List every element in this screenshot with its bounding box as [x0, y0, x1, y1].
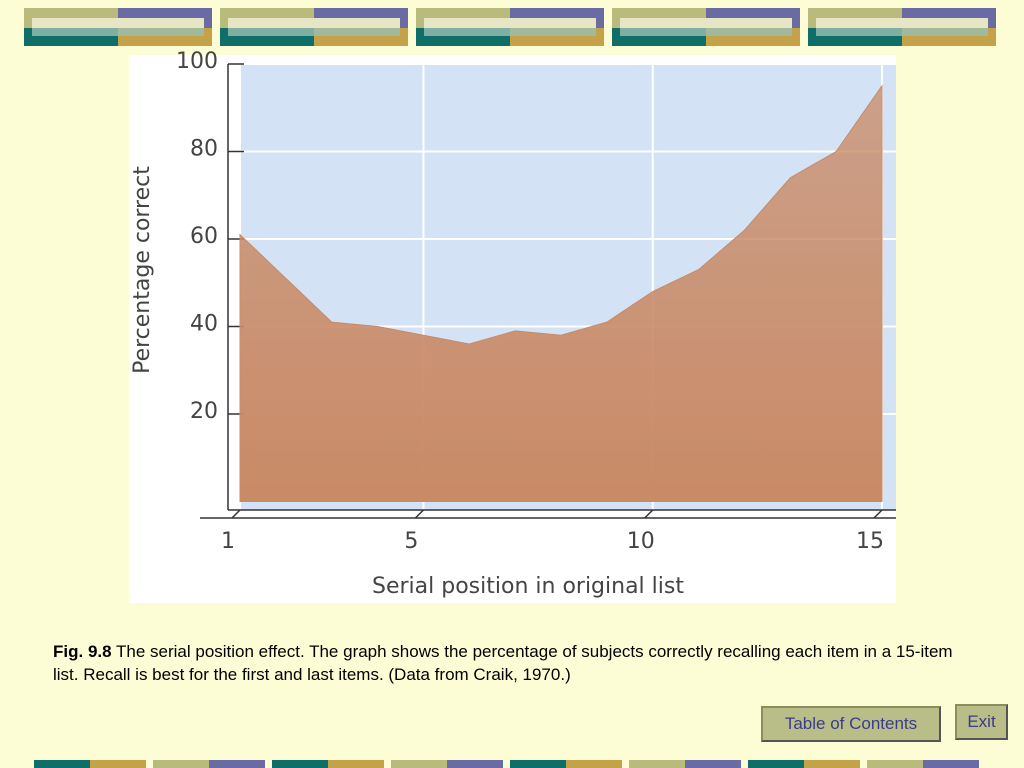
footer-block: [391, 760, 447, 768]
banner-block: [816, 18, 988, 28]
banner-block: [32, 28, 204, 36]
x-tick: [644, 509, 654, 519]
banner-block: [228, 28, 400, 36]
toc-button[interactable]: Table of Contents: [761, 706, 941, 742]
y-tick-label: 20: [190, 399, 218, 424]
banner-block: [620, 28, 792, 36]
x-tick-label: 1: [221, 529, 235, 554]
x-tick: [414, 509, 424, 519]
footer-block: [629, 760, 685, 768]
footer-block: [90, 760, 146, 768]
footer-block: [209, 760, 265, 768]
caption-label: Fig. 9.8: [53, 642, 112, 661]
y-tick-label: 80: [190, 137, 218, 162]
x-tick-label: 15: [856, 529, 884, 554]
footer-block: [804, 760, 860, 768]
y-tick-label: 100: [176, 49, 218, 74]
y-tick-label: 60: [190, 224, 218, 249]
footer-block: [447, 760, 503, 768]
x-tick: [231, 509, 241, 519]
area: [239, 84, 883, 502]
top-banner: [24, 8, 996, 46]
x-tick-label: 10: [627, 529, 655, 554]
bottom-banner: [34, 760, 979, 768]
footer-block: [748, 760, 804, 768]
footer-block: [272, 760, 328, 768]
banner-block: [816, 28, 988, 36]
caption: Fig. 9.8 The serial position effect. The…: [53, 640, 973, 686]
x-axis-label: Serial position in original list: [372, 574, 684, 599]
caption-text: The serial position effect. The graph sh…: [53, 642, 953, 684]
x-tick: [873, 509, 883, 519]
footer-block: [685, 760, 741, 768]
banner-block: [228, 18, 400, 28]
banner-block: [32, 18, 204, 28]
banner-block: [424, 18, 596, 28]
footer-block: [923, 760, 979, 768]
y-tick-label: 40: [190, 312, 218, 337]
footer-block: [867, 760, 923, 768]
exit-button[interactable]: Exit: [955, 704, 1008, 740]
y-axis-label: Percentage correct: [130, 166, 155, 374]
banner-block: [620, 18, 792, 28]
footer-block: [328, 760, 384, 768]
footer-block: [510, 760, 566, 768]
banner-block: [424, 28, 596, 36]
x-tick-label: 5: [404, 529, 418, 554]
footer-block: [153, 760, 209, 768]
footer-block: [34, 760, 90, 768]
footer-block: [566, 760, 622, 768]
